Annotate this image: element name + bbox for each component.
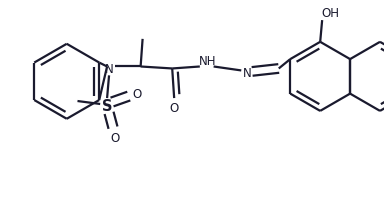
Text: O: O xyxy=(110,131,120,144)
Text: N: N xyxy=(243,67,252,80)
Text: O: O xyxy=(170,102,179,115)
Text: N: N xyxy=(104,63,113,76)
Text: S: S xyxy=(102,99,112,114)
Text: O: O xyxy=(132,87,141,100)
Text: NH: NH xyxy=(199,55,216,68)
Text: OH: OH xyxy=(321,7,339,20)
